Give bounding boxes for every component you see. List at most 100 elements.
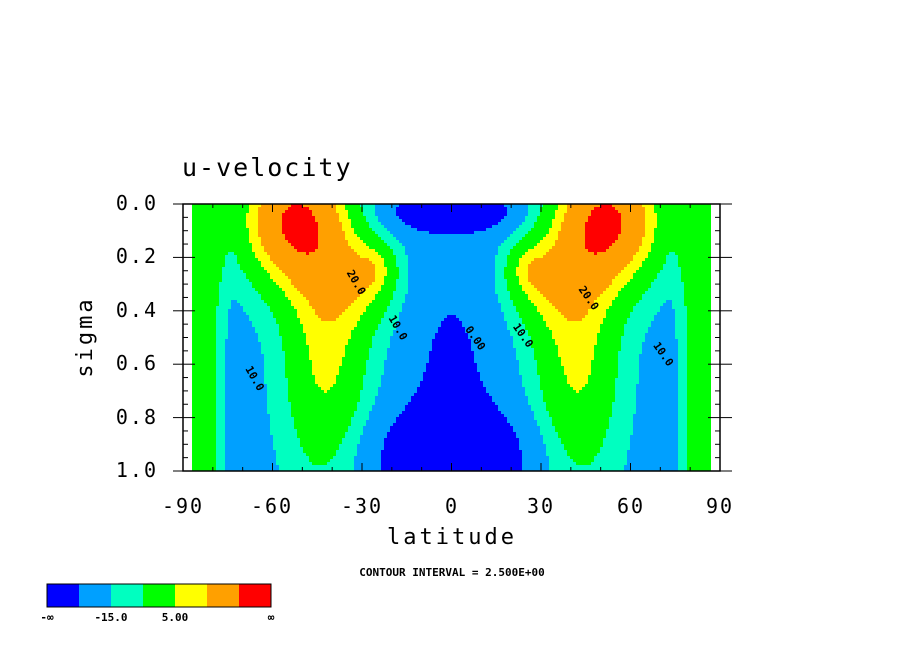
fill-cell (612, 204, 615, 207)
fill-cell (492, 204, 495, 207)
fill-cell (537, 222, 540, 225)
fill-cell (315, 207, 318, 210)
fill-cell (534, 261, 537, 264)
fill-cell (444, 213, 447, 216)
fill-cell (447, 276, 450, 279)
fill-cell (531, 231, 534, 234)
fill-cell (252, 234, 255, 237)
fill-cell (498, 222, 501, 225)
fill-cell (555, 282, 558, 285)
fill-cell (624, 231, 627, 234)
fill-cell (408, 243, 411, 246)
fill-cell (234, 213, 237, 216)
fill-cell (546, 213, 549, 216)
fill-cell (210, 240, 213, 243)
fill-cell (435, 249, 438, 252)
fill-cell (642, 255, 645, 258)
fill-cell (435, 213, 438, 216)
fill-cell (315, 264, 318, 267)
fill-cell (537, 237, 540, 240)
fill-cell (399, 204, 402, 207)
fill-cell (606, 207, 609, 210)
fill-cell (402, 285, 405, 288)
fill-cell (693, 213, 696, 216)
fill-cell (288, 267, 291, 270)
fill-cell (465, 219, 468, 222)
fill-cell (711, 279, 714, 282)
fill-cell (711, 264, 714, 267)
fill-cell (459, 273, 462, 276)
fill-cell (264, 237, 267, 240)
fill-cell (612, 219, 615, 222)
fill-cell (432, 237, 435, 240)
fill-cell (543, 210, 546, 213)
fill-cell (621, 273, 624, 276)
fill-cell (240, 246, 243, 249)
fill-cell (357, 213, 360, 216)
fill-cell (534, 255, 537, 258)
fill-cell (588, 210, 591, 213)
fill-cell (633, 240, 636, 243)
fill-cell (465, 222, 468, 225)
fill-cell (681, 261, 684, 264)
fill-cell (327, 219, 330, 222)
fill-cell (525, 255, 528, 258)
fill-cell (201, 237, 204, 240)
fill-cell (552, 282, 555, 285)
fill-cell (639, 237, 642, 240)
fill-cell (300, 264, 303, 267)
fill-cell (501, 246, 504, 249)
fill-cell (273, 264, 276, 267)
fill-cell (243, 276, 246, 279)
fill-cell (657, 204, 660, 207)
fill-cell (573, 270, 576, 273)
fill-cell (243, 285, 246, 288)
fill-cell (651, 231, 654, 234)
fill-cell (675, 237, 678, 240)
fill-cell (711, 234, 714, 237)
fill-cell (234, 264, 237, 267)
fill-cell (681, 276, 684, 279)
fill-cell (357, 231, 360, 234)
fill-cell (261, 243, 264, 246)
fill-cell (252, 261, 255, 264)
fill-cell (438, 285, 441, 288)
fill-cell (591, 207, 594, 210)
fill-cell (300, 219, 303, 222)
fill-cell (660, 234, 663, 237)
fill-cell (516, 210, 519, 213)
fill-cell (471, 279, 474, 282)
fill-cell (219, 213, 222, 216)
fill-cell (630, 270, 633, 273)
fill-cell (528, 240, 531, 243)
fill-cell (684, 270, 687, 273)
fill-cell (435, 279, 438, 282)
fill-cell (555, 237, 558, 240)
fill-cell (660, 213, 663, 216)
fill-cell (546, 246, 549, 249)
fill-cell (432, 219, 435, 222)
fill-cell (576, 285, 579, 288)
fill-cell (372, 219, 375, 222)
fill-cell (597, 243, 600, 246)
fill-cell (522, 267, 525, 270)
fill-cell (678, 243, 681, 246)
fill-cell (717, 213, 720, 216)
fill-cell (348, 216, 351, 219)
fill-cell (675, 255, 678, 258)
fill-cell (705, 243, 708, 246)
fill-cell (192, 273, 195, 276)
fill-cell (627, 213, 630, 216)
fill-cell (522, 252, 525, 255)
fill-cell (699, 234, 702, 237)
fill-cell (291, 249, 294, 252)
fill-cell (297, 207, 300, 210)
fill-cell (627, 261, 630, 264)
fill-cell (579, 240, 582, 243)
fill-cell (666, 210, 669, 213)
fill-cell (507, 237, 510, 240)
fill-cell (504, 237, 507, 240)
fill-cell (579, 213, 582, 216)
fill-cell (504, 216, 507, 219)
fill-cell (294, 246, 297, 249)
